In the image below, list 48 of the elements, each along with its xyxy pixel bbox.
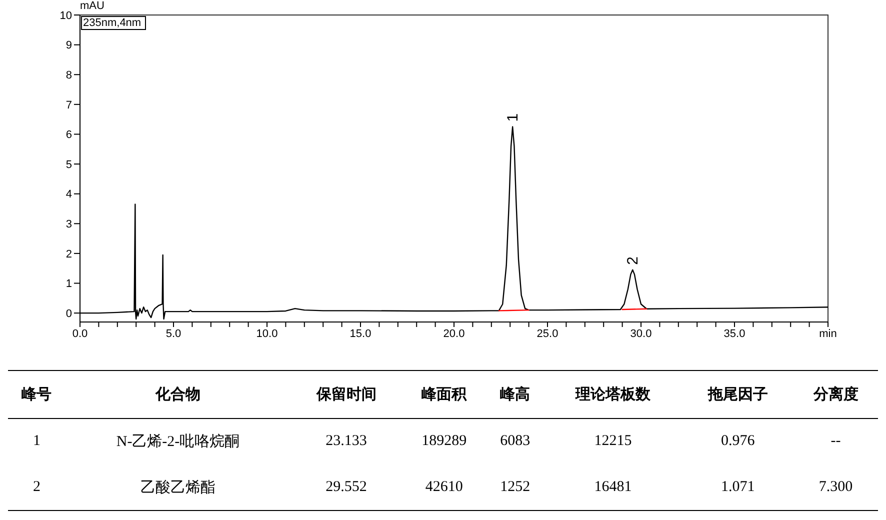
text: 1252 — [499, 478, 532, 497]
text: 乙酸乙烯酯 — [140, 478, 217, 498]
text: -- — [830, 432, 842, 452]
text: 189289 — [420, 432, 468, 452]
x-tick-label: 35.0 — [724, 328, 746, 340]
text: 峰面积 — [420, 386, 468, 405]
text: 化合物 — [154, 385, 202, 405]
x-tick-label: 10.0 — [256, 328, 278, 340]
text: 峰号 — [20, 386, 53, 405]
y-tick-label: 3 — [66, 218, 72, 231]
text: N-乙烯-2-吡咯烷酮 — [115, 432, 241, 452]
x-tick-label: 30.0 — [630, 328, 652, 340]
y-tick-label: 8 — [66, 70, 72, 82]
y-tick-label: 6 — [66, 129, 72, 142]
text: 峰高 — [499, 385, 532, 405]
x-tick-label: 20.0 — [443, 328, 465, 340]
y-tick-label: 9 — [66, 40, 72, 52]
text: 23.133 — [324, 432, 368, 452]
text: 0.976 — [720, 432, 756, 452]
text: 保留时间 — [315, 385, 378, 405]
annotation: 1 — [504, 113, 522, 122]
x-tick-label: 5.0 — [166, 328, 182, 340]
text: 分离度 — [812, 385, 860, 405]
x-tick-label: min — [819, 328, 837, 340]
text: 6083 — [499, 432, 532, 452]
y-tick-label: 5 — [66, 158, 72, 171]
annotation: 2 — [624, 256, 642, 265]
text: 2 — [32, 478, 42, 497]
y-tick-label: 1 — [66, 278, 72, 290]
y-tick-label: 10 — [60, 10, 72, 22]
text: 7.300 — [818, 478, 854, 497]
x-tick-label: 0.0 — [72, 328, 88, 340]
x-tick-label: 15.0 — [350, 328, 372, 340]
text: 12215 — [593, 432, 633, 452]
y-tick-label: 4 — [66, 188, 72, 201]
text: 29.552 — [324, 478, 368, 497]
text: 1.071 — [720, 478, 756, 497]
text: 拖尾因子 — [706, 386, 769, 405]
x-tick-label: 25.0 — [536, 328, 558, 340]
y-tick-label: 2 — [66, 248, 72, 260]
text: 1 — [32, 432, 42, 452]
text: 16481 — [593, 478, 633, 497]
text: 理论塔板数 — [574, 385, 652, 405]
y-tick-label: 0 — [66, 308, 72, 320]
text: 42610 — [424, 478, 464, 497]
y-tick-label: 7 — [66, 99, 72, 112]
y-axis-title: mAU — [80, 0, 104, 12]
annotation: 235nm,4nm — [81, 16, 146, 30]
